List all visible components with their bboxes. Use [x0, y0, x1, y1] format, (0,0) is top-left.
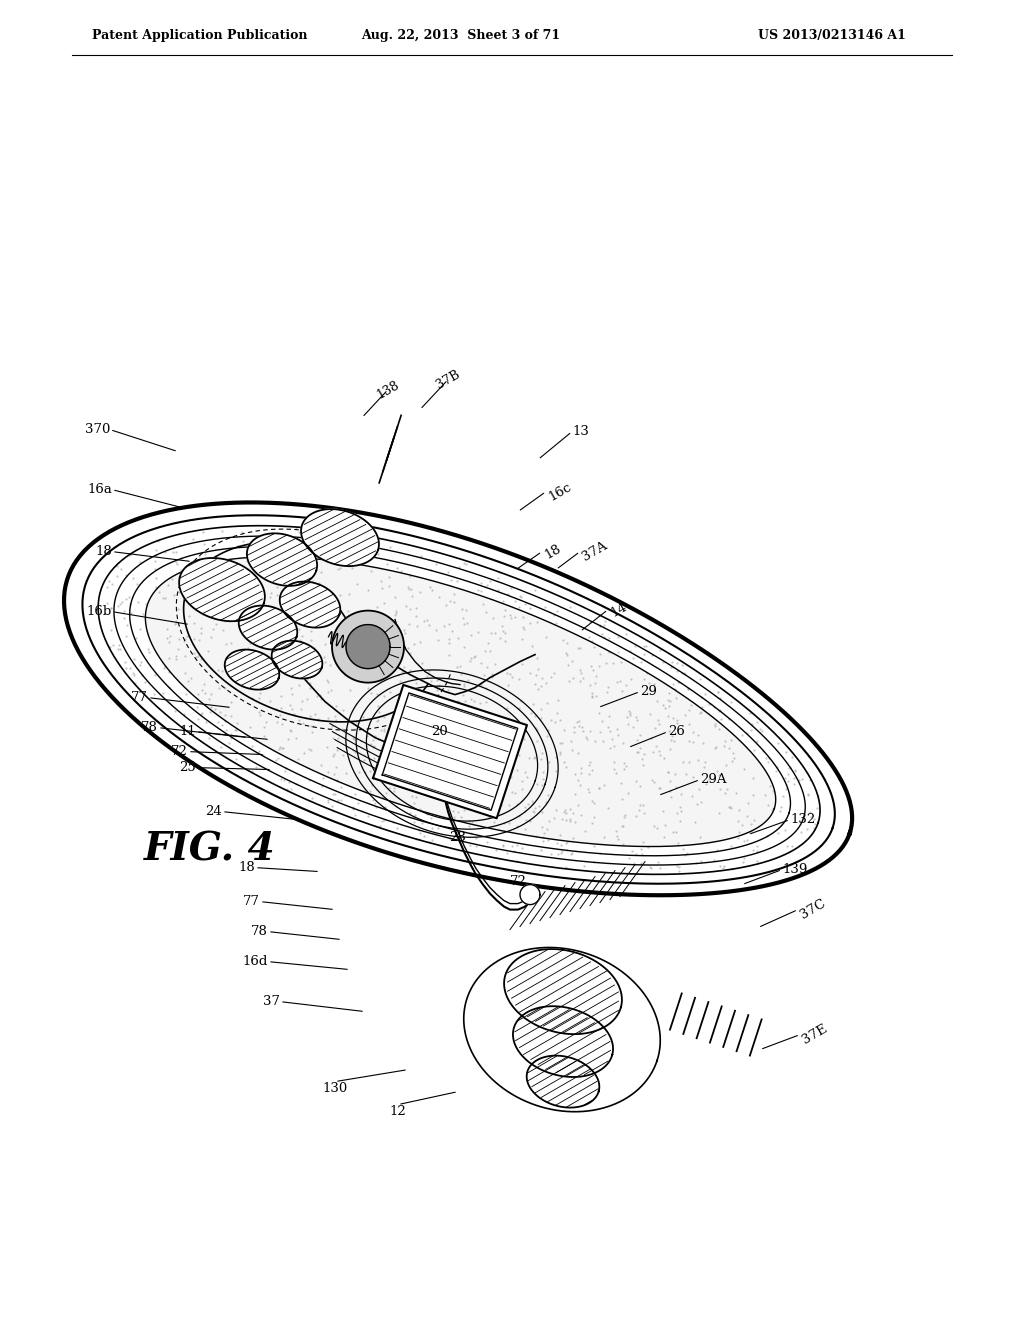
Text: 18: 18 [95, 545, 112, 558]
Text: US 2013/0213146 A1: US 2013/0213146 A1 [759, 29, 906, 42]
Text: 138: 138 [375, 378, 401, 401]
Text: 25: 25 [179, 762, 196, 774]
Text: 29: 29 [640, 685, 656, 698]
Text: 72: 72 [510, 875, 527, 888]
Polygon shape [224, 649, 280, 689]
Polygon shape [301, 510, 379, 566]
Text: 16c: 16c [546, 480, 573, 503]
Text: 20: 20 [432, 725, 449, 738]
Text: 16d: 16d [243, 956, 268, 968]
Text: 130: 130 [323, 1081, 347, 1094]
Text: 370: 370 [85, 424, 110, 436]
Text: 16a: 16a [87, 483, 112, 496]
Text: Aug. 22, 2013  Sheet 3 of 71: Aug. 22, 2013 Sheet 3 of 71 [361, 29, 560, 42]
Polygon shape [271, 640, 323, 678]
Polygon shape [247, 533, 317, 586]
Polygon shape [280, 582, 340, 627]
Text: 77: 77 [131, 692, 148, 704]
Text: 37: 37 [263, 995, 280, 1008]
Polygon shape [239, 606, 297, 649]
Polygon shape [332, 611, 404, 682]
Text: 37A: 37A [580, 540, 609, 564]
Text: 16b: 16b [87, 605, 112, 618]
Polygon shape [504, 949, 622, 1034]
Polygon shape [526, 1056, 599, 1107]
Text: 13: 13 [572, 425, 589, 438]
Text: 132: 132 [790, 813, 815, 826]
Polygon shape [513, 1006, 613, 1077]
Polygon shape [145, 557, 776, 846]
Text: 11: 11 [179, 725, 196, 738]
Text: 37E: 37E [800, 1022, 829, 1047]
Polygon shape [179, 558, 265, 622]
Text: 26: 26 [668, 725, 685, 738]
Text: 72: 72 [171, 744, 188, 758]
Text: FIG. 4: FIG. 4 [144, 830, 275, 869]
Polygon shape [520, 884, 540, 904]
Text: Patent Application Publication: Patent Application Publication [92, 29, 307, 42]
Polygon shape [346, 624, 390, 669]
Text: 28: 28 [450, 832, 466, 843]
Text: 29A: 29A [700, 774, 726, 787]
Text: 14: 14 [608, 599, 629, 619]
Text: 78: 78 [141, 721, 158, 734]
Text: 78: 78 [251, 925, 268, 939]
Polygon shape [373, 685, 527, 818]
Text: 139: 139 [782, 863, 807, 876]
Text: 37C: 37C [798, 898, 828, 921]
Text: 77: 77 [243, 895, 260, 908]
Text: 18: 18 [239, 861, 255, 874]
Text: 24: 24 [205, 805, 222, 818]
Text: 12: 12 [389, 1105, 407, 1118]
Text: 18: 18 [542, 541, 563, 561]
Text: 37B: 37B [434, 368, 462, 392]
